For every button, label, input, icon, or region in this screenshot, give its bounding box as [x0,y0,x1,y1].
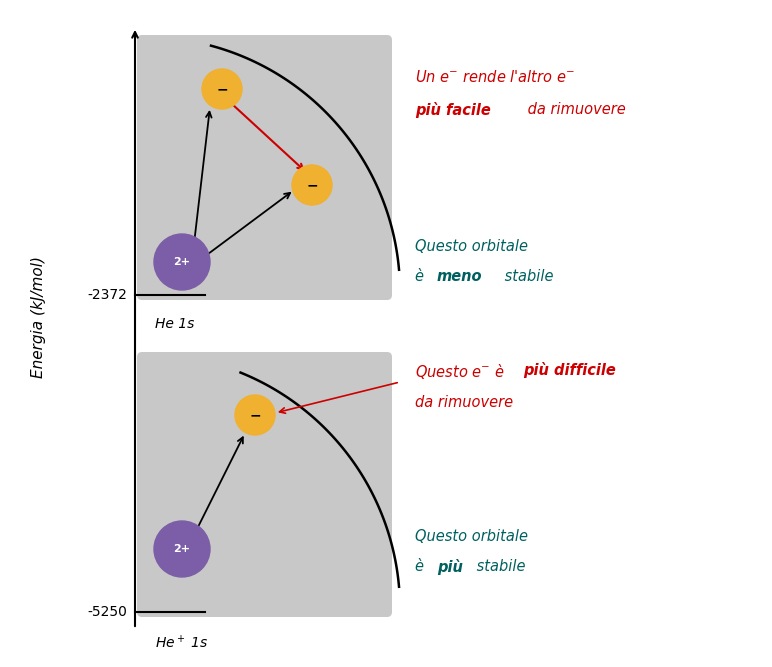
Text: più: più [437,559,463,575]
Text: -2372: -2372 [87,288,127,302]
Text: He 1s: He 1s [155,317,195,331]
Text: Questo orbitale: Questo orbitale [415,529,528,544]
Text: He$^+$ 1s: He$^+$ 1s [155,634,208,651]
Text: −: − [216,82,228,96]
Text: Energia (kJ/mol): Energia (kJ/mol) [31,256,46,378]
Text: stabile: stabile [472,559,526,574]
Text: Un e$^{-}$ rende l'altro e$^{-}$: Un e$^{-}$ rende l'altro e$^{-}$ [415,69,575,85]
Text: 2+: 2+ [174,544,191,554]
Text: da rimuovere: da rimuovere [523,102,626,117]
Text: −: − [306,178,318,192]
Text: -5250: -5250 [87,605,127,619]
Text: è: è [415,559,428,574]
Text: più facile: più facile [415,102,491,118]
Text: più difficile: più difficile [523,362,616,378]
FancyBboxPatch shape [137,352,392,617]
Text: da rimuovere: da rimuovere [415,395,513,410]
Circle shape [202,69,242,109]
Text: meno: meno [437,269,482,284]
Circle shape [235,395,275,435]
Circle shape [292,165,332,205]
Text: è: è [415,269,428,284]
Text: 2+: 2+ [174,257,191,267]
Text: Questo e$^{-}$ è: Questo e$^{-}$ è [415,362,506,381]
Text: Questo orbitale: Questo orbitale [415,239,528,254]
FancyBboxPatch shape [137,35,392,300]
Circle shape [154,234,210,290]
Circle shape [154,521,210,577]
Text: −: − [249,408,261,422]
Text: stabile: stabile [500,269,554,284]
